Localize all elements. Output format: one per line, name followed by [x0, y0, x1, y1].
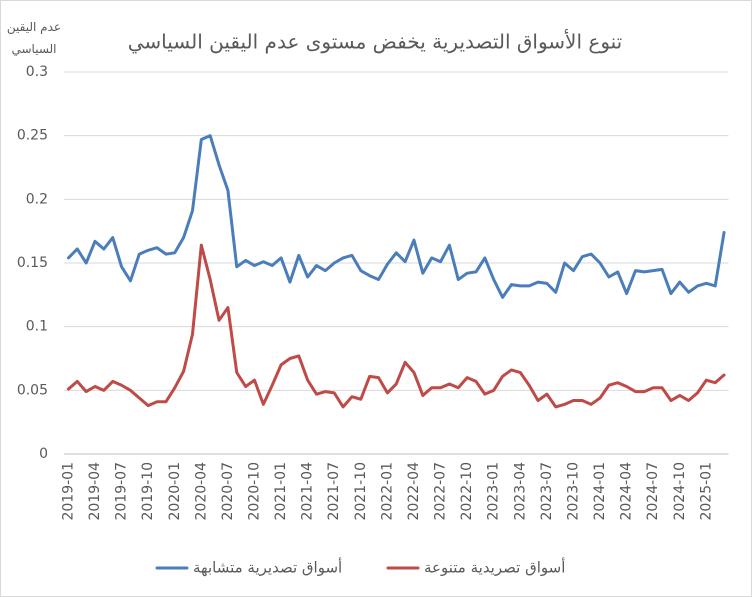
x-tick-label: 2021-10 — [353, 462, 369, 521]
x-tick-label: 2020-10 — [246, 462, 262, 521]
y-tick-label: 0.25 — [17, 128, 48, 144]
y-tick-label: 0.15 — [17, 255, 48, 271]
x-tick-label: 2019-04 — [87, 462, 103, 521]
x-tick-label: 2024-10 — [672, 462, 688, 521]
chart-title: تنوع الأسواق التصديرية يخفض مستوى عدم ال… — [128, 30, 623, 55]
x-tick-label: 2022-10 — [459, 462, 475, 521]
x-tick-label: 2019-01 — [60, 462, 76, 521]
x-tick-label: 2024-04 — [619, 462, 635, 521]
x-tick-label: 2022-07 — [433, 462, 449, 521]
y-tick-label: 0.1 — [26, 319, 48, 335]
x-tick-label: 2019-10 — [140, 462, 156, 521]
x-tick-label: 2020-04 — [193, 462, 209, 521]
x-tick-label: 2022-04 — [406, 462, 422, 521]
x-tick-label: 2024-07 — [645, 462, 661, 521]
y-tick-label: 0.2 — [26, 191, 48, 207]
series-line — [66, 134, 726, 299]
x-tick-label: 2023-04 — [512, 462, 528, 521]
y-tick-label: 0 — [39, 446, 48, 462]
y-tick-label: 0.05 — [17, 382, 48, 398]
x-tick-label: 2020-01 — [167, 462, 183, 521]
x-tick-label: 2021-01 — [273, 462, 289, 521]
x-tick-label: 2021-04 — [300, 462, 316, 521]
y-axis-title: عدم اليقين السياسي — [6, 20, 62, 56]
x-tick-label: 2024-01 — [592, 462, 608, 521]
x-tick-label: 2022-01 — [379, 462, 395, 521]
series-line — [66, 243, 726, 409]
x-tick-label: 2021-07 — [326, 462, 342, 521]
x-tick-label: 2025-01 — [698, 462, 714, 521]
x-tick-label: 2019-07 — [114, 462, 130, 521]
y-tick-label: 0.3 — [26, 64, 48, 80]
legend-label: أسواق تصديرية متشابهة — [193, 558, 342, 577]
x-tick-label: 2023-01 — [486, 462, 502, 521]
x-tick-label: 2020-07 — [220, 462, 236, 521]
x-tick-label: 2023-10 — [565, 462, 581, 521]
legend-label: أسواق تصريدية متنوعة — [424, 558, 565, 577]
x-tick-label: 2023-07 — [539, 462, 555, 521]
